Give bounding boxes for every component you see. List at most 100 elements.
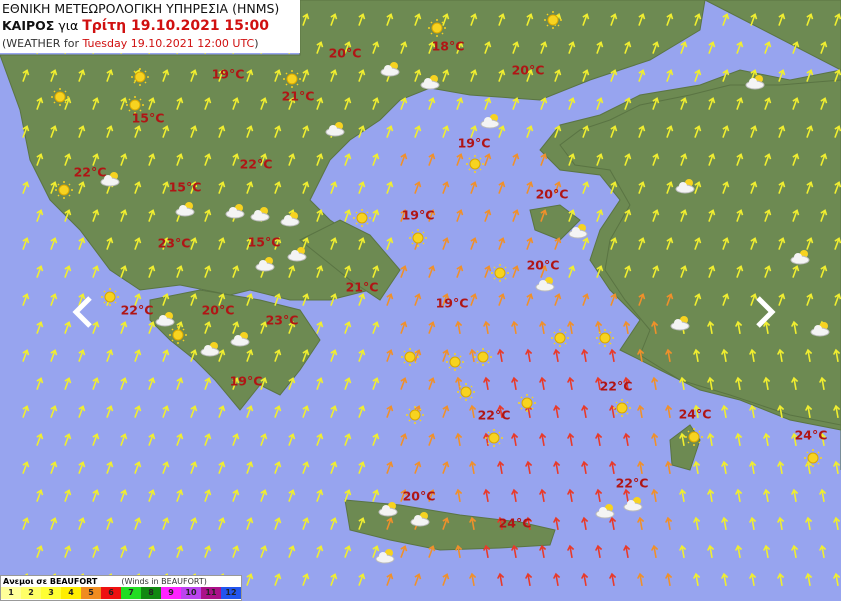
wind-arrow [162,293,170,306]
wind-arrow [120,489,128,502]
wind-arrow [608,348,617,363]
wind-arrow [582,237,590,250]
sun-icon [409,229,427,247]
sun-icon [613,399,631,417]
land-crete [344,499,556,551]
wind-arrow [442,237,450,250]
wind-arrow [36,545,44,558]
legend-title: Ανεμοι σε BEAUFORT [3,577,98,586]
wind-arrow [428,153,436,166]
wind-arrow [358,461,366,474]
wind-arrow [806,293,814,306]
wind-arrow [232,97,240,110]
wind-arrow [554,237,562,250]
wind-arrow [582,125,590,138]
partly-cloudy-icon [480,114,500,129]
wind-arrow [78,69,86,82]
wind-arrow [274,237,282,250]
wind-arrow [442,517,450,530]
sun-icon [353,209,371,227]
wind-arrow [776,460,785,475]
wind-arrow [832,348,841,363]
wind-arrow [622,544,631,559]
wind-arrow [386,573,394,586]
wind-arrow [470,181,478,194]
land [0,0,841,551]
partly-cloudy-icon [568,224,588,239]
wind-arrow [162,517,170,530]
wind-arrow [482,376,491,391]
sun-icon [596,329,614,347]
wind-arrow [680,153,688,166]
wind-arrow [526,181,534,194]
wind-arrow [680,265,688,278]
next-button[interactable] [756,296,776,328]
wind-arrow [344,209,352,222]
wind-arrow [806,181,814,194]
wind-arrow [78,125,86,138]
wind-arrow [706,544,715,559]
wind-arrow [120,209,128,222]
wind-arrow [552,460,561,475]
wind-arrow [330,181,338,194]
wind-arrow [260,97,268,110]
wind-arrow [510,488,519,503]
wind-arrow [400,545,408,558]
wind-arrow [134,125,142,138]
wind-arrow [666,293,674,306]
wind-arrow [148,97,156,110]
wind-arrow [372,433,380,446]
wind-arrow [832,516,841,531]
wind-arrow [694,181,702,194]
wind-arrow [400,321,408,334]
wind-arrow [260,489,268,502]
temperature-label: 15°C [247,234,281,250]
wind-arrow [428,545,436,558]
wind-arrow [554,125,562,138]
wind-arrow [414,573,422,586]
prev-button[interactable] [72,296,92,328]
wind-arrow [748,460,757,475]
chevron-right-icon[interactable] [756,296,776,328]
wind-arrow [134,293,142,306]
wind-arrow [582,181,590,194]
wind-arrow [36,209,44,222]
sun-icon [126,96,144,114]
wind-arrow [64,377,72,390]
beaufort-level-12: 12 [221,587,241,599]
temperature-label: 24°C [498,515,532,531]
wind-arrow [636,516,645,531]
wind-arrow [190,349,198,362]
wind-arrow [722,181,730,194]
wind-arrow [778,293,786,306]
wind-arrow [762,432,771,447]
wind-arrow [526,237,534,250]
temperature-label: 24°C [794,427,828,443]
wind-arrow [64,545,72,558]
wind-arrow [468,404,477,419]
wind-arrow [736,41,744,54]
wind-arrow [750,237,758,250]
wind-arrow [456,97,464,110]
wind-arrow [428,97,436,110]
wind-arrow [386,517,394,530]
wind-arrow [92,321,100,334]
wind-arrow [316,41,324,54]
wind-arrow [190,517,198,530]
wind-arrow [218,293,226,306]
beaufort-level-7: 7 [121,587,141,599]
wind-arrow [664,348,673,363]
partly-cloudy-icon [100,172,120,187]
wind-arrow [274,125,282,138]
wind-arrow [22,349,30,362]
wind-arrow [288,433,296,446]
beaufort-level-8: 8 [141,587,161,599]
wind-arrow [470,13,478,26]
wind-arrow [650,376,659,391]
sun-icon [474,348,492,366]
chevron-left-icon[interactable] [72,296,92,328]
wind-arrow [302,293,310,306]
partly-cloudy-icon [670,316,690,331]
wind-arrow [92,489,100,502]
